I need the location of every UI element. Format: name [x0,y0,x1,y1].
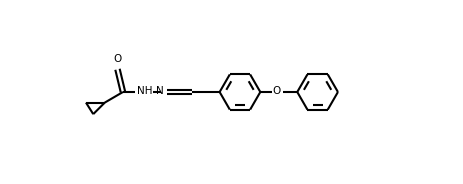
Text: O: O [272,86,281,96]
Text: NH: NH [137,86,152,96]
Text: N: N [155,86,163,96]
Text: O: O [113,54,121,64]
